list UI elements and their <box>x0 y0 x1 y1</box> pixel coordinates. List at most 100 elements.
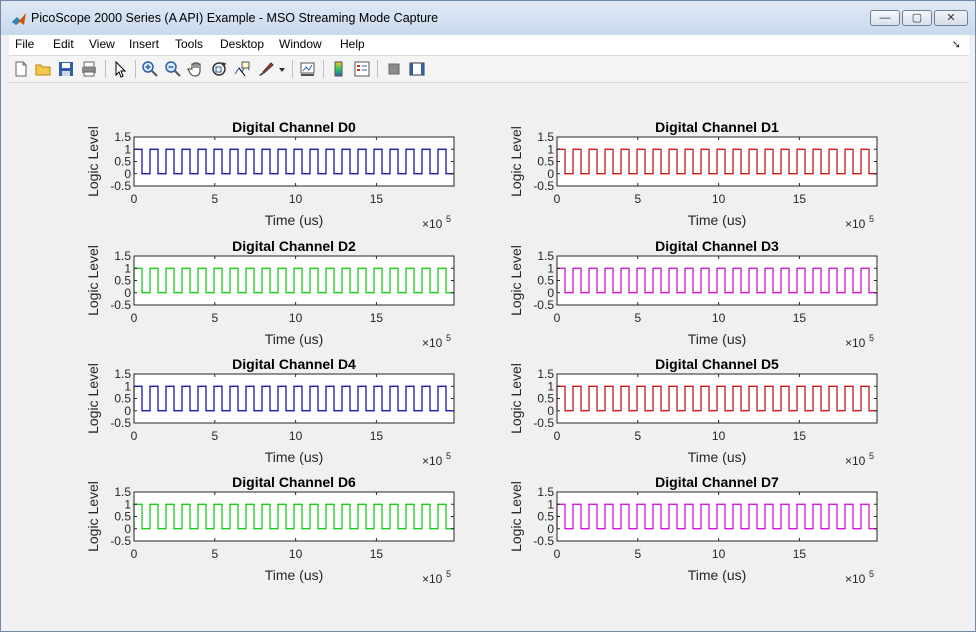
x-tick-label: 15 <box>793 429 807 443</box>
menu-view[interactable]: View <box>89 37 115 51</box>
x-axis-label: Time (us) <box>688 331 747 347</box>
y-tick-label: 0 <box>124 286 131 300</box>
x-tick-label: 10 <box>289 547 303 561</box>
dropdown-arrow-icon[interactable] <box>277 60 287 78</box>
x-exponent-label: ×10 <box>845 454 866 468</box>
series-line <box>133 503 454 530</box>
x-exponent-value: 5 <box>446 569 451 579</box>
x-axis-label: Time (us) <box>688 449 747 465</box>
hide-plot-tools-icon[interactable] <box>385 60 403 78</box>
x-tick-label: 0 <box>554 429 561 443</box>
x-exponent-value: 5 <box>446 333 451 343</box>
zoom-out-icon[interactable] <box>164 60 182 78</box>
y-axis-label: Logic Level <box>508 481 524 552</box>
toolbar-separator <box>292 60 293 78</box>
y-tick-label: 1 <box>547 261 554 275</box>
series-line <box>133 148 454 175</box>
dock-arrow-icon[interactable]: ➘ <box>951 39 961 51</box>
menu-window[interactable]: Window <box>279 37 322 51</box>
menu-edit[interactable]: Edit <box>53 37 74 51</box>
y-tick-label: 0.5 <box>537 155 554 169</box>
figure-canvas: -0.5 0 0.5 1 1.5 0 5 10 15 Digital Channel D0 Time… <box>9 83 969 627</box>
y-tick-label: 0 <box>547 522 554 536</box>
y-tick-label: 1 <box>124 497 131 511</box>
toolbar-separator <box>105 60 106 78</box>
menu-insert[interactable]: Insert <box>129 37 160 51</box>
x-tick-label: 5 <box>211 192 218 206</box>
y-tick-label: 0.5 <box>114 510 131 524</box>
x-tick-label: 5 <box>634 311 641 325</box>
open-file-icon[interactable] <box>34 60 52 78</box>
menu-file[interactable]: File <box>15 37 35 51</box>
x-exponent-label: ×10 <box>422 217 443 231</box>
y-tick-label: 1.5 <box>537 485 554 499</box>
y-tick-label: -0.5 <box>110 534 131 548</box>
maximize-button[interactable]: ▢ <box>902 10 932 26</box>
y-axis-label: Logic Level <box>508 363 524 434</box>
menu-help[interactable]: Help <box>340 37 365 51</box>
chart-title: Digital Channel D7 <box>655 474 779 490</box>
y-tick-label: -0.5 <box>110 179 131 193</box>
chart-title: Digital Channel D2 <box>232 238 356 254</box>
rotate-3d-icon[interactable] <box>210 60 228 78</box>
chart-title: Digital Channel D4 <box>232 356 356 372</box>
chart-title: Digital Channel D1 <box>655 119 779 135</box>
x-exponent-label: ×10 <box>845 217 866 231</box>
legend-icon[interactable] <box>353 60 371 78</box>
colorbar-icon[interactable] <box>330 60 348 78</box>
x-exponent-value: 5 <box>869 214 874 224</box>
title-bar[interactable]: PicoScope 2000 Series (A API) Example - … <box>1 1 975 35</box>
y-tick-label: 1 <box>124 142 131 156</box>
y-axis-label: Logic Level <box>508 245 524 316</box>
x-exponent-label: ×10 <box>422 336 443 350</box>
x-tick-label: 0 <box>131 192 138 206</box>
x-tick-label: 5 <box>634 429 641 443</box>
toolbar-separator <box>135 60 136 78</box>
zoom-in-icon[interactable] <box>141 60 159 78</box>
y-tick-label: 1 <box>124 379 131 393</box>
x-tick-label: 5 <box>211 547 218 561</box>
show-plot-tools-icon[interactable] <box>408 60 426 78</box>
minimize-button[interactable]: — <box>870 10 900 26</box>
close-button[interactable]: ✕ <box>934 10 968 26</box>
y-tick-label: 1.5 <box>114 130 131 144</box>
y-tick-label: 0.5 <box>114 392 131 406</box>
x-tick-label: 15 <box>370 429 384 443</box>
y-tick-label: 0 <box>547 167 554 181</box>
print-icon[interactable] <box>80 60 98 78</box>
x-tick-label: 5 <box>211 429 218 443</box>
data-cursor-icon[interactable] <box>233 60 251 78</box>
x-tick-label: 10 <box>712 311 726 325</box>
series-line <box>556 503 877 530</box>
menu-desktop[interactable]: Desktop <box>220 37 265 51</box>
y-tick-label: 0.5 <box>537 510 554 524</box>
brush-icon[interactable] <box>257 60 275 78</box>
y-tick-label: 0.5 <box>537 274 554 288</box>
x-tick-label: 10 <box>289 429 303 443</box>
x-tick-label: 15 <box>793 547 807 561</box>
new-figure-icon[interactable] <box>12 60 30 78</box>
y-tick-label: 1.5 <box>114 367 131 381</box>
x-exponent-value: 5 <box>869 333 874 343</box>
x-tick-label: 15 <box>793 311 807 325</box>
menu-tools[interactable]: Tools <box>175 37 204 51</box>
save-icon[interactable] <box>57 60 75 78</box>
pointer-icon[interactable] <box>111 60 129 78</box>
y-tick-label: 0 <box>547 286 554 300</box>
y-tick-label: -0.5 <box>110 298 131 312</box>
y-tick-label: 0 <box>124 167 131 181</box>
y-axis-label: Logic Level <box>85 245 101 316</box>
chart-title: Digital Channel D6 <box>232 474 356 490</box>
link-plot-icon[interactable] <box>299 60 317 78</box>
x-axis-label: Time (us) <box>265 331 324 347</box>
pan-hand-icon[interactable] <box>187 60 205 78</box>
y-tick-label: -0.5 <box>110 416 131 430</box>
window-title: PicoScope 2000 Series (A API) Example - … <box>31 11 439 25</box>
y-tick-label: 1.5 <box>537 249 554 263</box>
x-tick-label: 10 <box>289 311 303 325</box>
series-line <box>556 148 877 175</box>
maximize-icon: ▢ <box>911 12 923 24</box>
matlab-logo-icon <box>12 13 26 25</box>
